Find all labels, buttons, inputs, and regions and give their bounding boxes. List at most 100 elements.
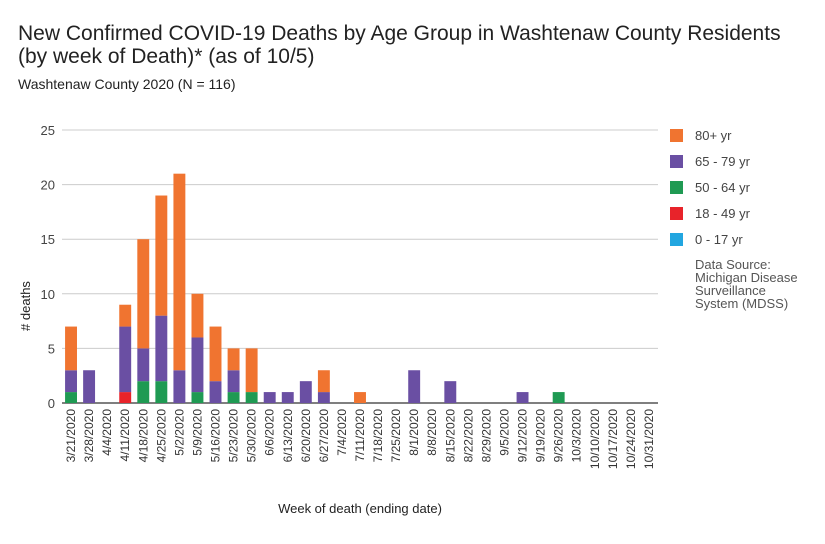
x-tick-label: 9/26/2020 [552, 409, 566, 463]
x-tick-label: 8/29/2020 [479, 409, 493, 463]
bar-segment-65-79-yr [299, 381, 312, 403]
bar-segment-65-79-yr [227, 370, 240, 393]
x-tick-label: 8/8/2020 [425, 409, 439, 456]
legend-swatch [670, 155, 683, 168]
x-tick-label: 8/1/2020 [407, 409, 421, 456]
legend-swatch [670, 207, 683, 220]
legend-label: 0 - 17 yr [695, 232, 743, 247]
x-tick-label: 5/23/2020 [227, 409, 241, 463]
x-tick-label: 6/20/2020 [299, 409, 313, 463]
bar-segment-65-79-yr [173, 370, 186, 403]
y-tick-label: 15 [41, 232, 55, 247]
x-tick-label: 10/17/2020 [606, 409, 620, 469]
x-tick-label: 10/3/2020 [570, 409, 584, 463]
x-tick-label: 4/18/2020 [136, 409, 150, 463]
x-tick-label: 6/6/2020 [263, 409, 277, 456]
bar-segment-65-79-yr [444, 381, 457, 403]
bar-segment-50-64-yr [65, 392, 77, 403]
bar-segment-80-yr [119, 304, 132, 327]
y-tick-label: 20 [41, 178, 55, 193]
bar-segment-80-yr [155, 195, 168, 316]
data-source-note: Data Source: Michigan Disease Surveillan… [695, 258, 820, 310]
chart-subtitle: Washtenaw County 2020 (N = 116) [18, 76, 236, 92]
x-tick-label: 10/31/2020 [642, 409, 656, 469]
bar-segment-80-yr [65, 326, 77, 371]
x-axis-label: Week of death (ending date) [278, 501, 442, 516]
x-tick-label: 7/4/2020 [335, 409, 349, 456]
x-tick-label: 9/12/2020 [516, 409, 530, 463]
bar-segment-65-79-yr [83, 370, 96, 403]
x-tick-label: 10/10/2020 [588, 409, 602, 469]
legend-swatch [670, 233, 683, 246]
grid-layer [62, 129, 658, 404]
legend-swatch [670, 129, 683, 142]
x-tick-labels: 3/21/2020 3/28/2020 4/4/2020 4/11/2020 4/18/… [64, 409, 656, 469]
y-tick-labels: 0 5 10 15 20 25 [41, 123, 55, 411]
x-tick-label: 6/27/2020 [317, 409, 331, 463]
bar-segment-50-64-yr [227, 392, 240, 403]
y-tick-label: 25 [41, 123, 55, 138]
source-line: System (MDSS) [695, 296, 789, 311]
x-tick-label: 7/25/2020 [389, 409, 403, 463]
x-tick-label: 4/25/2020 [154, 409, 168, 463]
bar-segment-65-79-yr [516, 392, 529, 403]
bar-segment-80-yr [354, 392, 366, 403]
bar-segment-80-yr [227, 348, 240, 371]
x-tick-label: 7/11/2020 [353, 409, 367, 462]
bar-segment-80-yr [191, 293, 204, 338]
x-tick-label: 5/9/2020 [190, 409, 204, 456]
bars-layer [65, 173, 565, 403]
bar-segment-65-79-yr [155, 315, 168, 382]
bar-segment-80-yr [209, 326, 222, 382]
bar-segment-65-79-yr [209, 381, 222, 403]
chart-title: New Confirmed COVID-19 Deaths by Age Gro… [18, 22, 818, 68]
bar-segment-80-yr [245, 348, 258, 393]
source-line: Data Source: [695, 257, 771, 272]
y-axis-label: # deaths [18, 281, 33, 331]
x-tick-label: 10/24/2020 [624, 409, 638, 469]
y-tick-label: 10 [41, 287, 55, 302]
bar-segment-65-79-yr [137, 348, 150, 382]
y-tick-label: 0 [48, 396, 55, 411]
x-tick-label: 5/30/2020 [245, 409, 259, 463]
bar-segment-65-79-yr [408, 370, 421, 403]
legend-swatch [670, 181, 683, 194]
bar-segment-80-yr [137, 239, 150, 349]
x-tick-label: 5/16/2020 [209, 409, 223, 463]
x-tick-label: 4/4/2020 [100, 409, 114, 456]
bar-segment-18-49-yr [119, 392, 132, 403]
x-tick-label: 3/21/2020 [64, 409, 78, 463]
x-tick-label: 8/22/2020 [461, 409, 475, 463]
chart-title-line-1: New Confirmed COVID-19 Deaths by Age Gro… [18, 22, 781, 45]
x-tick-label: 8/15/2020 [443, 409, 457, 463]
bar-segment-80-yr [173, 173, 186, 371]
x-tick-label: 9/19/2020 [534, 409, 548, 463]
y-tick-label: 5 [48, 341, 55, 356]
bar-segment-65-79-yr [119, 326, 132, 393]
bar-segment-50-64-yr [155, 381, 168, 403]
chart-title-line-2: (by week of Death)* (as of 10/5) [18, 45, 315, 68]
bar-segment-65-79-yr [191, 337, 204, 393]
bar-segment-65-79-yr [281, 392, 294, 403]
source-line: Surveillance [695, 283, 766, 298]
x-tick-label: 4/11/2020 [118, 409, 132, 462]
legend-label: 18 - 49 yr [695, 206, 750, 221]
x-tick-label: 9/5/2020 [497, 409, 511, 456]
bar-segment-50-64-yr [552, 392, 565, 403]
x-tick-label: 5/2/2020 [172, 409, 186, 456]
bar-segment-50-64-yr [245, 392, 258, 403]
source-line: Michigan Disease [695, 270, 798, 285]
bar-segment-50-64-yr [191, 392, 204, 403]
x-tick-label: 6/13/2020 [281, 409, 295, 463]
bar-segment-65-79-yr [317, 392, 330, 403]
bar-segment-65-79-yr [65, 370, 77, 393]
bar-segment-65-79-yr [263, 392, 276, 403]
bar-segment-80-yr [317, 370, 330, 393]
legend-label: 80+ yr [695, 128, 732, 143]
x-tick-label: 3/28/2020 [82, 409, 96, 463]
bar-segment-50-64-yr [137, 381, 150, 403]
x-tick-label: 7/18/2020 [371, 409, 385, 463]
legend-label: 50 - 64 yr [695, 180, 750, 195]
legend-label: 65 - 79 yr [695, 154, 750, 169]
